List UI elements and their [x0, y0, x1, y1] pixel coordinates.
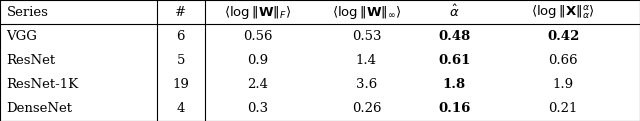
Text: 0.3: 0.3 [247, 102, 268, 115]
Text: 1.4: 1.4 [356, 54, 377, 67]
Text: 0.42: 0.42 [547, 30, 579, 43]
Text: 19: 19 [172, 78, 189, 91]
Text: DenseNet: DenseNet [6, 102, 72, 115]
Text: 0.61: 0.61 [438, 54, 470, 67]
Text: #: # [175, 6, 186, 19]
Text: VGG: VGG [6, 30, 37, 43]
Text: 5: 5 [177, 54, 185, 67]
Text: $\langle\log\|\mathbf{W}\|_\infty\rangle$: $\langle\log\|\mathbf{W}\|_\infty\rangle… [332, 4, 401, 21]
Text: 0.26: 0.26 [351, 102, 381, 115]
Text: 0.56: 0.56 [243, 30, 273, 43]
Text: ResNet: ResNet [6, 54, 56, 67]
Text: 0.9: 0.9 [247, 54, 268, 67]
Text: 1.9: 1.9 [552, 78, 574, 91]
Text: 4: 4 [177, 102, 185, 115]
Text: 3.6: 3.6 [356, 78, 377, 91]
Text: 6: 6 [177, 30, 185, 43]
Text: $\hat{\alpha}$: $\hat{\alpha}$ [449, 4, 460, 20]
Text: 0.66: 0.66 [548, 54, 578, 67]
Text: 0.16: 0.16 [438, 102, 470, 115]
Text: $\langle\log\|\mathbf{W}\|_F\rangle$: $\langle\log\|\mathbf{W}\|_F\rangle$ [224, 4, 291, 21]
Text: 0.21: 0.21 [548, 102, 578, 115]
Text: 0.48: 0.48 [438, 30, 470, 43]
Text: ResNet-1K: ResNet-1K [6, 78, 79, 91]
Text: 1.8: 1.8 [443, 78, 466, 91]
Text: 0.53: 0.53 [351, 30, 381, 43]
Text: Series: Series [6, 6, 48, 19]
Text: 2.4: 2.4 [247, 78, 268, 91]
Text: $\langle\log\|\mathbf{X}\|_{\alpha}^{\alpha}\rangle$: $\langle\log\|\mathbf{X}\|_{\alpha}^{\al… [531, 3, 595, 21]
